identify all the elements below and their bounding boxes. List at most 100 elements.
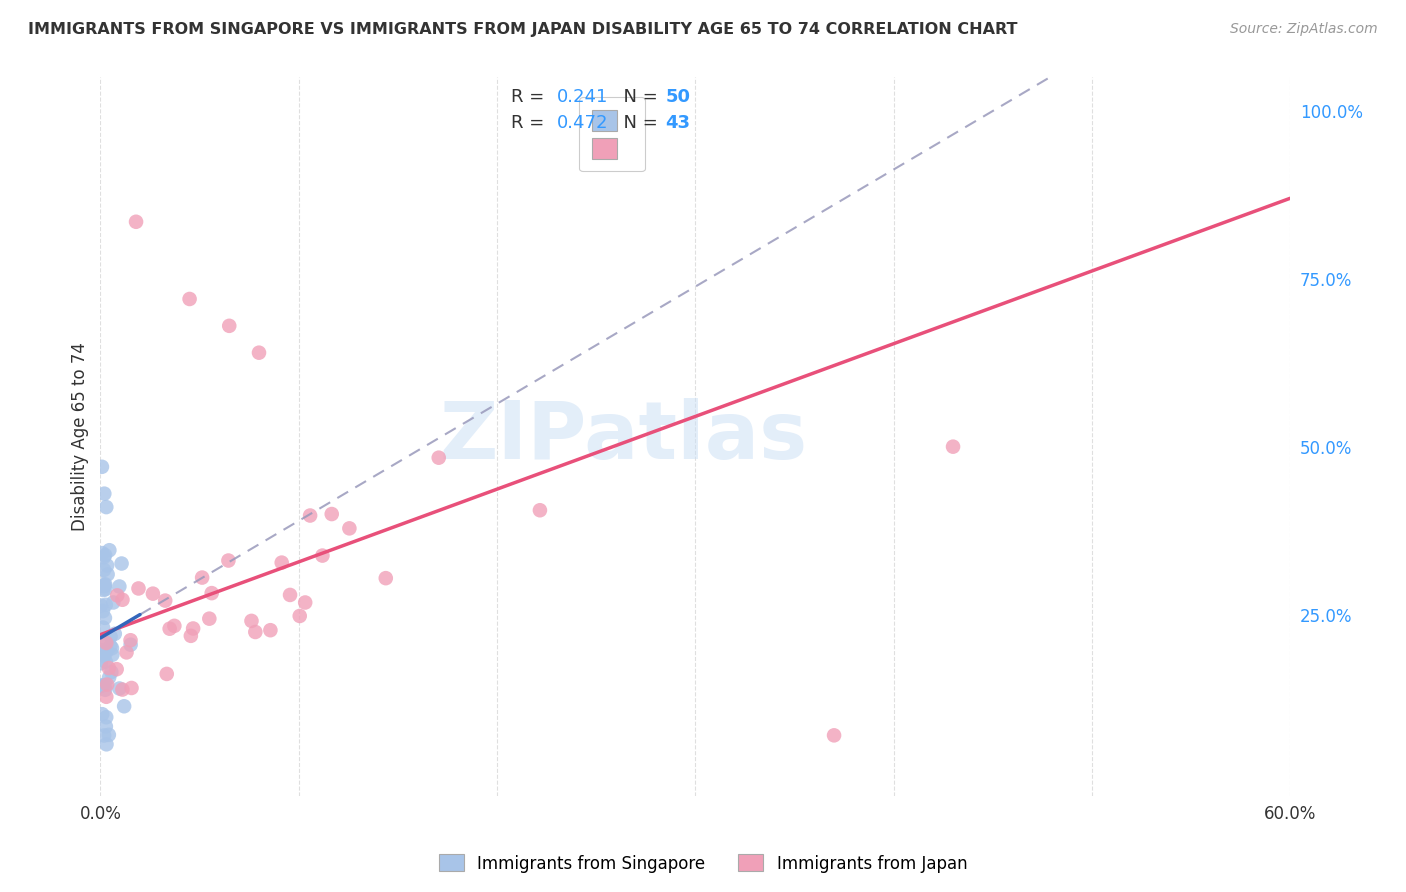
Point [112,699,135,714]
Point [823,728,845,742]
Point [93,579,115,593]
Point [120,633,142,648]
Point [100,665,122,680]
Point [240,614,263,628]
Point [374,571,396,585]
Point [259,623,281,637]
Point [101,648,124,662]
Text: 0.472: 0.472 [557,113,609,132]
Text: 43: 43 [665,113,690,132]
Point [94,682,117,697]
Point [98,543,121,558]
Point [91,604,114,618]
Y-axis label: Disability Age 65 to 74: Disability Age 65 to 74 [72,343,89,531]
Point [201,586,224,600]
Text: R =: R = [510,113,550,132]
Point [278,588,301,602]
Point [90,643,112,657]
Text: 0.241: 0.241 [557,88,609,106]
Point [93,486,115,500]
Point [191,570,214,584]
Point [163,619,186,633]
Point [427,450,450,465]
Point [111,682,134,697]
Point [288,609,311,624]
Point [245,624,267,639]
Point [100,639,122,653]
Text: IMMIGRANTS FROM SINGAPORE VS IMMIGRANTS FROM JAPAN DISABILITY AGE 65 TO 74 CORRE: IMMIGRANTS FROM SINGAPORE VS IMMIGRANTS … [28,22,1018,37]
Point [94,577,117,591]
Point [100,630,122,644]
Point [125,215,148,229]
Point [97,728,120,742]
Point [294,595,316,609]
Point [299,508,322,523]
Point [270,556,292,570]
Point [96,690,118,704]
Point [96,710,118,724]
Point [91,459,114,474]
Text: N =: N = [612,113,664,132]
Point [94,598,117,612]
Legend:  ,  : , [579,97,644,171]
Text: Source: ZipAtlas.com: Source: ZipAtlas.com [1230,22,1378,37]
Point [121,681,143,695]
Point [321,507,343,521]
Point [90,646,112,660]
Point [103,595,125,609]
Point [105,588,128,602]
Point [91,634,114,648]
Point [90,657,112,671]
Point [98,671,121,685]
Point [97,661,120,675]
Point [179,292,201,306]
Point [218,318,240,333]
Legend: Immigrants from Singapore, Immigrants from Japan: Immigrants from Singapore, Immigrants fr… [432,847,974,880]
Point [96,737,118,751]
Point [198,612,221,626]
Point [105,662,128,676]
Text: 50: 50 [665,88,690,106]
Point [101,641,124,656]
Point [311,549,333,563]
Point [217,553,239,567]
Point [91,678,114,692]
Point [120,638,142,652]
Point [93,550,115,565]
Point [96,558,118,573]
Text: ZIPatlas: ZIPatlas [440,398,808,475]
Point [96,500,118,514]
Point [94,678,117,692]
Point [111,592,134,607]
Point [91,707,114,722]
Point [142,587,165,601]
Point [94,548,117,562]
Point [156,667,179,681]
Point [942,440,965,454]
Point [115,645,138,659]
Point [93,563,115,577]
Point [96,636,118,650]
Point [96,677,118,691]
Point [91,582,114,597]
Point [97,567,120,582]
Point [110,557,132,571]
Point [93,648,115,663]
Point [104,627,127,641]
Point [180,629,202,643]
Point [529,503,551,517]
Point [181,622,204,636]
Point [90,679,112,693]
Point [96,644,118,658]
Point [91,621,114,635]
Point [94,611,117,625]
Point [94,582,117,597]
Point [93,729,115,743]
Point [90,599,112,613]
Point [108,681,131,696]
Point [159,622,181,636]
Point [108,579,131,593]
Point [155,593,177,607]
Point [94,719,117,733]
Point [91,546,114,560]
